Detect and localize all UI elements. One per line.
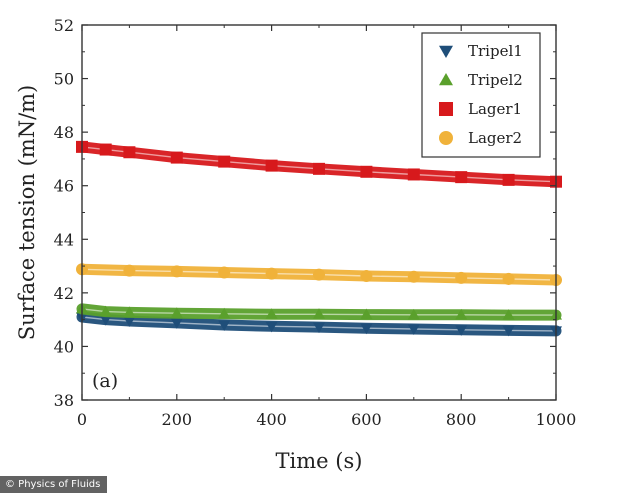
x-tick-label: 400 [256,410,287,429]
x-tick-label: 800 [446,410,477,429]
data-point [123,146,136,159]
data-point [502,272,515,285]
data-point [360,165,373,178]
y-tick-label: 42 [54,284,74,303]
y-tick-label: 52 [54,16,74,35]
data-point [218,320,231,331]
legend-marker [439,73,453,86]
y-tick-label: 48 [54,123,74,142]
legend-marker [439,131,453,145]
data-point [99,315,112,326]
data-point [313,322,325,334]
data-point [407,308,420,320]
data-point [360,323,373,335]
series-lager2 [76,263,562,286]
credit-badge: © Physics of Fluids [0,476,108,493]
series-lager1 [76,140,562,188]
y-tick-label: 40 [54,337,74,356]
data-point [265,308,278,319]
legend: Tripel1 Tripel2 Lager1 Lager2 [421,32,541,158]
axes-layer: 38 40 42 44 46 48 50 52 0 200 400 600 800 1000 [54,16,577,429]
y-axis-title: Surface tension (mN/m) [15,85,39,341]
data-point [502,309,515,320]
data-point [455,325,468,336]
data-point [99,143,112,156]
y-tick-label: 38 [54,391,74,410]
data-point [218,307,231,319]
data-point [407,324,420,336]
data-point [455,271,468,284]
legend-label: Tripel1 [468,42,523,60]
data-point [265,159,278,172]
x-tick-label: 200 [162,410,193,429]
legend-label: Lager1 [468,100,522,118]
data-point [170,265,183,278]
data-point [265,267,278,280]
x-tick-label: 1000 [536,410,577,429]
series-line [81,308,556,316]
data-point [123,306,136,317]
y-tick-label: 46 [54,177,74,196]
data-point [170,307,183,318]
data-point [455,308,468,320]
legend-label: Lager2 [468,129,522,147]
legend-label: Tripel2 [468,71,523,89]
data-point [407,168,420,181]
data-point [313,308,325,319]
data-point [123,316,136,327]
data-point [218,155,231,168]
series-tripel1 [76,311,562,337]
data-point [455,171,468,184]
data-point [265,321,278,333]
data-point [313,162,325,175]
data-point [170,151,183,164]
x-tick-label: 0 [77,410,87,429]
data-point [502,325,515,337]
y-tick-label: 44 [54,230,74,249]
data-point [313,268,325,281]
x-axis-title: Time (s) [276,449,363,473]
data-point [360,308,373,320]
x-tick-label: 600 [351,410,382,429]
series-line [81,316,557,332]
data-point [502,173,515,186]
data-point [170,318,183,329]
data-point [218,266,231,279]
series-tripel2 [76,302,562,321]
plot-layer [76,140,562,337]
data-point [360,269,373,282]
data-point [407,270,420,283]
panel-label: (a) [92,370,118,392]
data-point [123,264,136,277]
legend-marker [439,45,453,58]
y-tick-label: 50 [54,70,74,89]
data-point [99,305,112,317]
legend-marker [439,102,453,116]
